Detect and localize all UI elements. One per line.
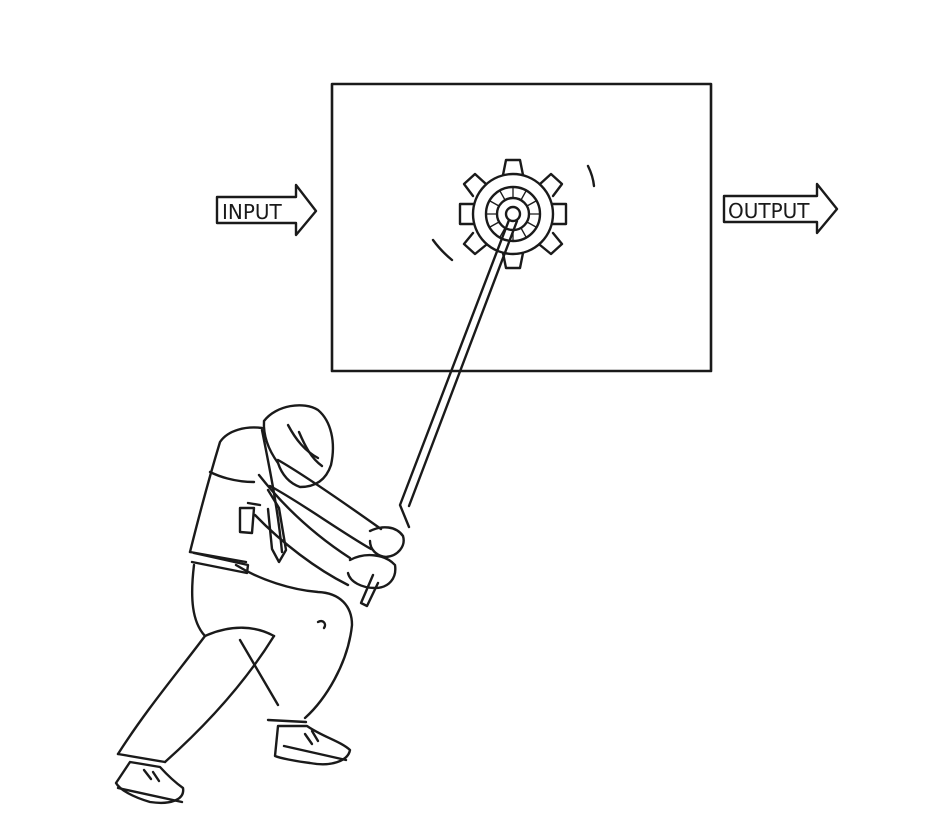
black-box	[330, 82, 713, 373]
input-label: INPUT	[222, 200, 283, 224]
man-figure	[114, 404, 405, 804]
crank-rod	[398, 218, 519, 529]
output-arrow: OUTPUT	[722, 182, 839, 235]
output-label: OUTPUT	[728, 199, 810, 223]
motion-mark-right	[586, 164, 596, 188]
motion-mark-left	[431, 238, 454, 262]
crank-gear-icon	[458, 158, 568, 270]
input-arrow: INPUT	[215, 183, 318, 237]
